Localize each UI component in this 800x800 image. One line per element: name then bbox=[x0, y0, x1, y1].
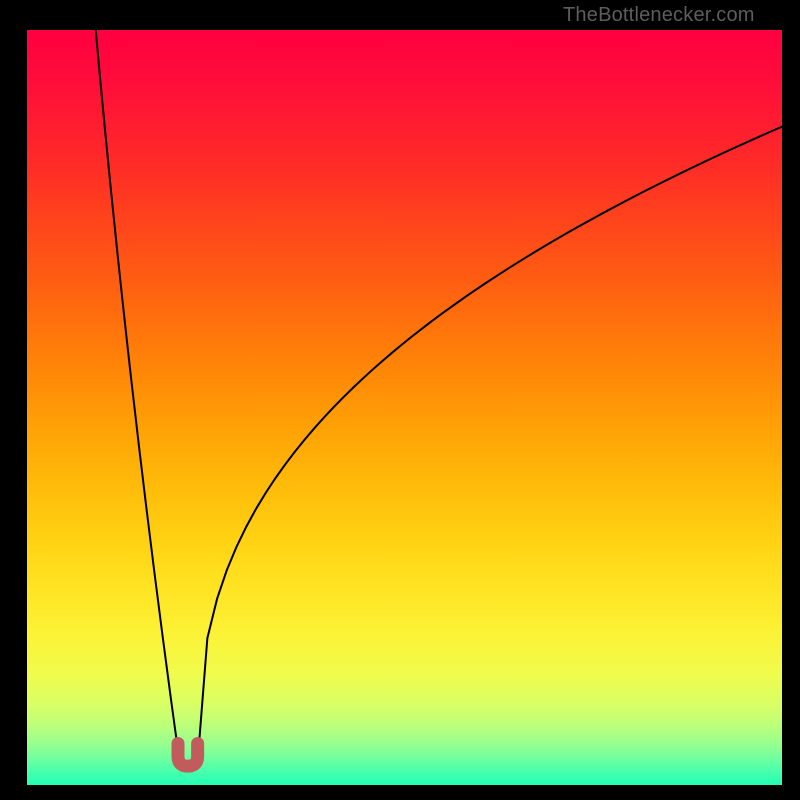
bottleneck-curve-right-branch bbox=[198, 127, 782, 762]
minimum-marker bbox=[178, 743, 198, 766]
plot-area bbox=[27, 30, 782, 785]
bottleneck-curve-left-branch bbox=[96, 30, 180, 762]
watermark-text: TheBottlenecker.com bbox=[563, 4, 755, 27]
chart-stage: TheBottlenecker.com bbox=[0, 0, 800, 800]
curve-layer bbox=[27, 30, 782, 785]
